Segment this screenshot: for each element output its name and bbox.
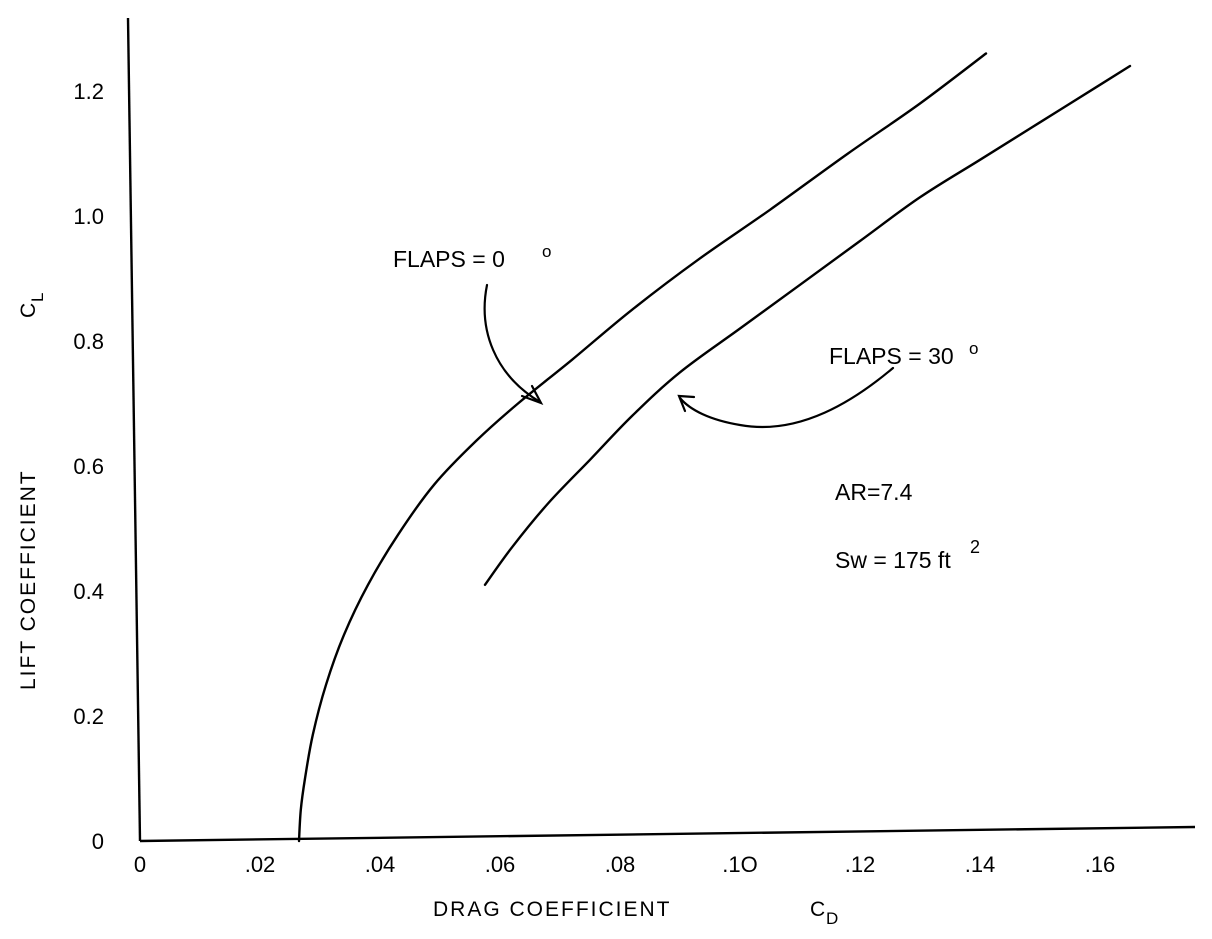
flaps-0-arrow bbox=[483, 283, 542, 404]
x-tick-label: .14 bbox=[965, 852, 996, 877]
x-axis-title: DRAG COEFFICIENT C D bbox=[433, 898, 840, 928]
x-axis-symbol: C bbox=[810, 898, 827, 921]
x-tick-label: .04 bbox=[365, 852, 396, 877]
y-tick-label: 0.6 bbox=[73, 454, 104, 479]
wing-area-exponent: 2 bbox=[970, 537, 980, 557]
y-axis-title: LIFT COEFFICIENT C L bbox=[17, 291, 47, 690]
flaps-30-arrowhead bbox=[677, 394, 696, 413]
flaps-0-label: FLAPS = 0 bbox=[393, 246, 505, 272]
flaps-30-degree: o bbox=[969, 339, 978, 358]
x-tick-label: 0 bbox=[134, 852, 146, 877]
series-line-flaps-0 bbox=[297, 52, 988, 843]
y-tick-label: 1.0 bbox=[73, 204, 104, 229]
axes bbox=[126, 17, 1196, 843]
tick-labels: 0 .02 .04 .06 .08 .1O .12 .14 .16 0 0.2 0.4 0.6 0.8 1.… bbox=[73, 79, 1115, 877]
y-tick-label: 0.2 bbox=[73, 704, 104, 729]
annotation-wing-parameters: AR=7.4 Sw = 175 ft 2 bbox=[835, 479, 980, 573]
flaps-30-arrow bbox=[678, 366, 895, 429]
x-tick-label: .06 bbox=[485, 852, 516, 877]
y-tick-label: 0.4 bbox=[73, 579, 104, 604]
y-axis-label: LIFT COEFFICIENT bbox=[17, 469, 40, 690]
y-axis-line bbox=[126, 17, 142, 842]
series-line-flaps-30 bbox=[483, 64, 1132, 586]
y-axis-symbol-subscript: L bbox=[28, 291, 47, 302]
y-axis-symbol: C bbox=[17, 301, 40, 318]
flaps-0-degree: o bbox=[542, 242, 551, 261]
x-axis-label: DRAG COEFFICIENT bbox=[433, 898, 672, 921]
x-axis-symbol-subscript: D bbox=[826, 909, 840, 928]
x-tick-label: .08 bbox=[605, 852, 636, 877]
wing-area-label: Sw = 175 ft bbox=[835, 547, 951, 573]
flaps-0-arrowhead bbox=[520, 384, 544, 406]
annotation-flaps-30: FLAPS = 30 o bbox=[677, 339, 978, 429]
flaps-30-label: FLAPS = 30 bbox=[829, 343, 954, 369]
y-tick-label: 0.8 bbox=[73, 329, 104, 354]
x-tick-label: .02 bbox=[245, 852, 276, 877]
series bbox=[297, 52, 1132, 843]
annotation-flaps-0: FLAPS = 0 o bbox=[393, 242, 551, 406]
y-tick-label: 1.2 bbox=[73, 79, 104, 104]
x-tick-label: .16 bbox=[1085, 852, 1116, 877]
x-tick-label: .1O bbox=[722, 852, 757, 877]
x-tick-label: .12 bbox=[845, 852, 876, 877]
x-axis-line bbox=[139, 825, 1196, 843]
aspect-ratio-label: AR=7.4 bbox=[835, 479, 913, 505]
y-tick-label: 0 bbox=[92, 829, 104, 854]
